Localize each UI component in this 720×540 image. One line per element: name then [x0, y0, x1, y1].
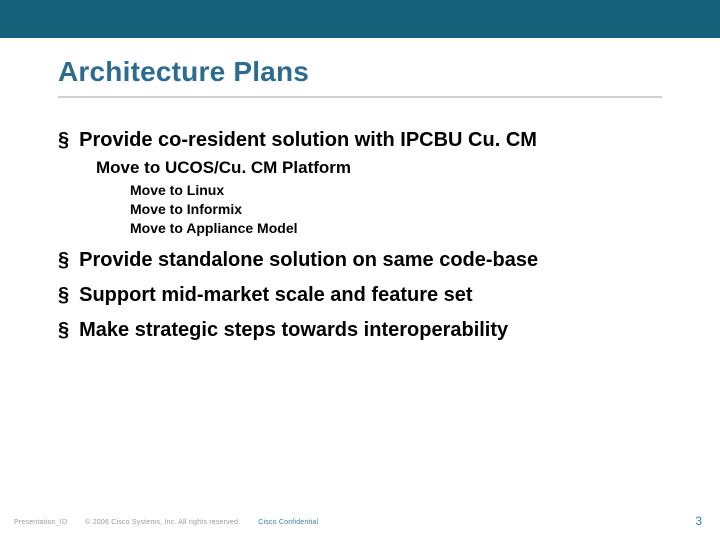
title-underline	[58, 96, 662, 98]
top-accent-bar	[0, 0, 720, 38]
bullet-text: Provide co-resident solution with IPCBU …	[79, 128, 537, 153]
bullet-level2: Move to UCOS/Cu. CM Platform	[96, 157, 678, 179]
bullet-level3: Move to Linux	[130, 181, 678, 200]
bullet-text: Provide standalone solution on same code…	[79, 248, 538, 273]
footer-confidential: Cisco Confidential	[258, 519, 318, 526]
slide: Architecture Plans § Provide co-resident…	[0, 0, 720, 540]
bullet-marker-icon: §	[58, 128, 69, 152]
bullet-level3: Move to Appliance Model	[130, 219, 678, 238]
bullet-text: Make strategic steps towards interoperab…	[79, 318, 508, 343]
footer-presentation-id: Presentation_ID	[14, 519, 67, 526]
bullet-marker-icon: §	[58, 318, 69, 342]
bullet-text: Support mid-market scale and feature set	[79, 283, 472, 308]
bullet-marker-icon: §	[58, 248, 69, 272]
slide-title: Architecture Plans	[58, 56, 309, 88]
bullet-level3: Move to Informix	[130, 200, 678, 219]
bullet-marker-icon: §	[58, 283, 69, 307]
bullet-level1: § Make strategic steps towards interoper…	[58, 318, 678, 343]
page-number: 3	[695, 514, 702, 528]
footer-copyright: © 2006 Cisco Systems, Inc. All rights re…	[85, 519, 240, 526]
bullet-level1: § Provide co-resident solution with IPCB…	[58, 128, 678, 153]
bullet-level1: § Support mid-market scale and feature s…	[58, 283, 678, 308]
slide-body: § Provide co-resident solution with IPCB…	[58, 128, 678, 347]
bullet-level1: § Provide standalone solution on same co…	[58, 248, 678, 273]
footer: Presentation_ID © 2006 Cisco Systems, In…	[14, 519, 318, 526]
